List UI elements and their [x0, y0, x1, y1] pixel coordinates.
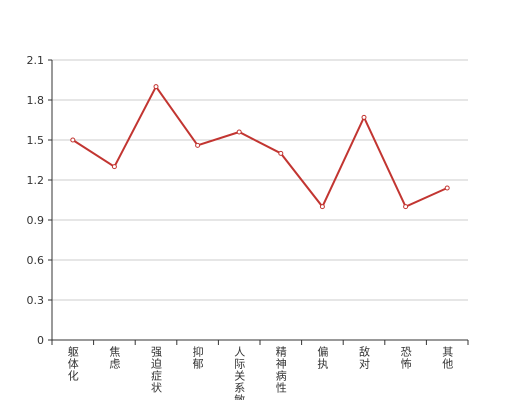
- point: [403, 204, 409, 210]
- x-tick-label: 强迫症状: [150, 346, 163, 394]
- point: [111, 164, 117, 170]
- point: [278, 150, 284, 156]
- y-tick-label: 0: [37, 334, 44, 347]
- point: [319, 204, 325, 210]
- x-tick-label: 精神病性: [274, 346, 287, 394]
- point: [361, 114, 367, 120]
- x-tick-label: 人际关系敏感: [233, 346, 246, 400]
- x-tick-label: 焦虑: [108, 346, 121, 370]
- y-tick-label: 0.9: [27, 214, 45, 227]
- point: [153, 84, 159, 90]
- y-tick-label: 2.1: [27, 54, 45, 67]
- x-tick-label: 抑郁: [191, 345, 204, 370]
- y-tick-label: 1.8: [27, 94, 45, 107]
- line: [72, 84, 448, 209]
- point: [195, 142, 201, 148]
- point: [236, 129, 242, 135]
- y-tick-label: 1.2: [27, 174, 45, 187]
- point: [70, 137, 76, 143]
- x-tick-label: 躯体化: [66, 346, 79, 382]
- x-tick-label: 其他: [441, 346, 454, 370]
- point: [444, 185, 450, 191]
- x-tick-label: 恐怖: [399, 346, 412, 370]
- x-tick-label: 敌对: [358, 345, 371, 370]
- x-tick-label: 偏执: [316, 345, 329, 370]
- y-tick-label: 0.6: [27, 254, 45, 267]
- y-tick-label: 1.5: [27, 134, 45, 147]
- y-tick-label: 0.3: [27, 294, 45, 307]
